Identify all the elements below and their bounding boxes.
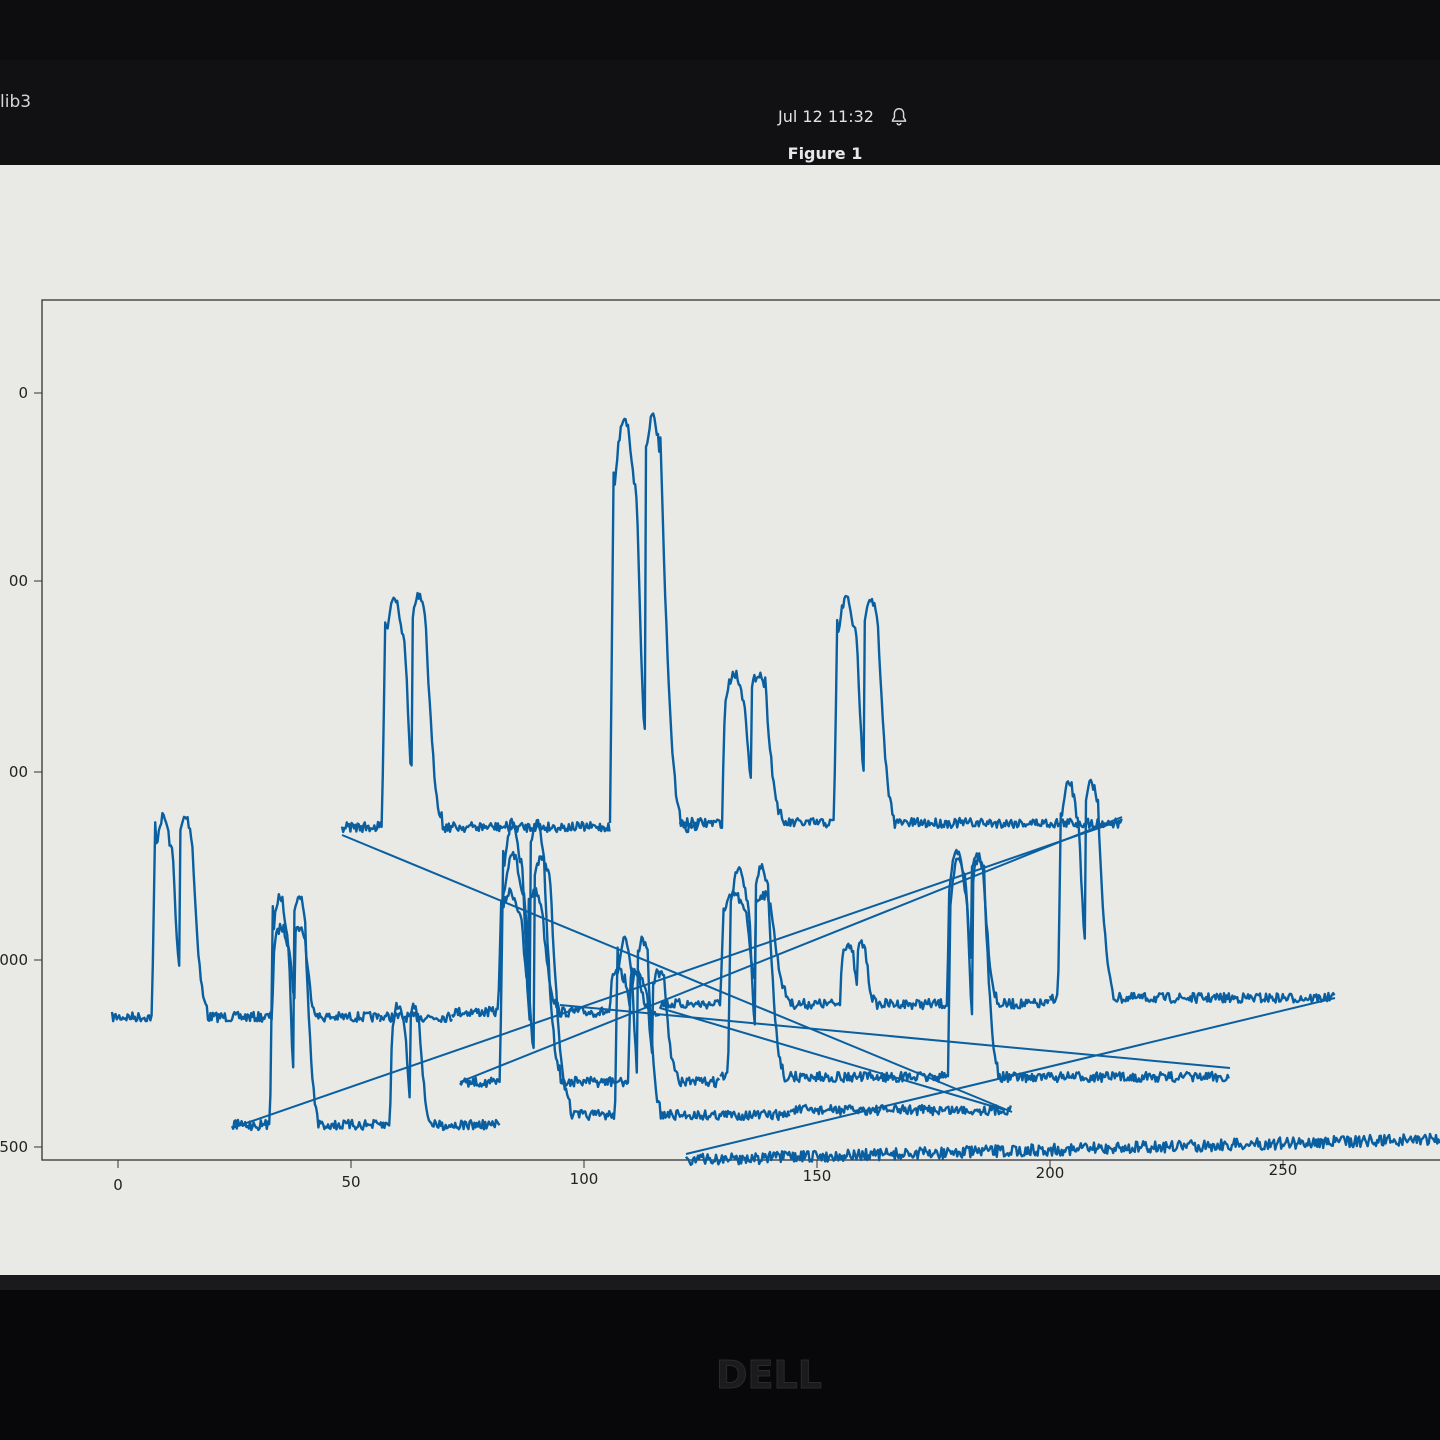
trace-1e (898, 848, 1050, 1011)
svg-text:DELL: DELL (716, 1353, 822, 1396)
trace-3 (230, 893, 501, 1132)
trace-3c (788, 1103, 1012, 1117)
plot-lines (110, 412, 1440, 1166)
x-tick-label: 250 (1269, 1161, 1298, 1179)
trace-3b (498, 850, 791, 1122)
trace-4b (719, 852, 1230, 1084)
figure-canvas: 0 50 100 150 200 250 0 00 00 000 500 (0, 165, 1440, 1275)
laptop-screen: lib3 Jul 12 11:32 Figure 1 0 50 100 150 200 2… (0, 60, 1440, 1350)
trace-1 (110, 811, 381, 1024)
bell-icon[interactable] (888, 106, 910, 128)
app-name[interactable]: lib3 (0, 92, 32, 112)
trace-1f (1048, 778, 1336, 1004)
connector-line (685, 997, 1336, 1155)
clock[interactable]: Jul 12 11:32 (778, 107, 874, 126)
y-tick-label: 000 (0, 951, 28, 969)
trace-2 (340, 591, 611, 834)
y-tick-label: 00 (9, 763, 28, 781)
laptop-bezel: DELL (0, 1290, 1440, 1440)
y-tick-label: 0 (18, 384, 28, 402)
connector-line (459, 816, 1123, 1083)
connector-line (559, 1004, 1231, 1069)
x-tick-label: 50 (341, 1173, 360, 1191)
trace-4 (459, 817, 721, 1089)
connector-line (659, 1007, 1006, 1111)
trace-5 (685, 1132, 1440, 1166)
x-tick-label: 100 (570, 1170, 599, 1188)
dell-logo: DELL (716, 1353, 823, 1397)
y-tick-label: 00 (9, 572, 28, 590)
y-tick-label: 500 (0, 1138, 28, 1156)
x-tick-label: 150 (803, 1167, 832, 1185)
trace-1d (658, 889, 900, 1010)
x-axis-ticks: 0 50 100 150 200 250 (113, 1160, 1297, 1194)
window-title: Figure 1 (787, 144, 863, 163)
trace-2c (678, 594, 1123, 830)
x-tick-label: 200 (1036, 1164, 1065, 1182)
x-tick-label: 0 (113, 1176, 123, 1194)
connector-line (231, 819, 1123, 1129)
trace-2b (608, 412, 700, 834)
